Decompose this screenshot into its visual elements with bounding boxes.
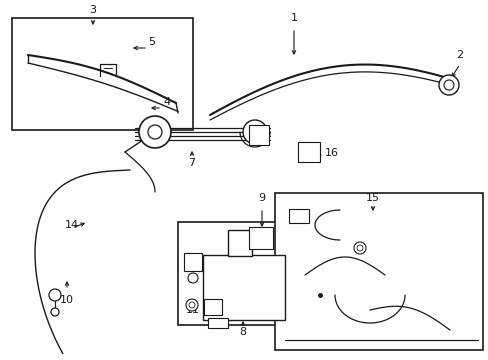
Text: 3: 3 xyxy=(89,5,96,15)
Circle shape xyxy=(49,289,61,301)
Circle shape xyxy=(51,308,59,316)
Text: 5: 5 xyxy=(148,37,155,47)
Text: 2: 2 xyxy=(455,50,463,60)
FancyBboxPatch shape xyxy=(248,227,272,249)
Text: 6: 6 xyxy=(263,128,269,138)
Text: 15: 15 xyxy=(365,193,379,203)
Bar xyxy=(227,230,251,256)
Text: 1: 1 xyxy=(290,13,297,23)
Circle shape xyxy=(139,116,171,148)
Text: 10: 10 xyxy=(60,295,74,305)
Text: 7: 7 xyxy=(188,158,195,168)
Bar xyxy=(274,193,482,350)
Circle shape xyxy=(243,120,266,144)
Circle shape xyxy=(443,80,453,90)
Text: 12: 12 xyxy=(183,253,198,263)
Text: 8: 8 xyxy=(239,327,246,337)
FancyBboxPatch shape xyxy=(288,209,308,223)
Circle shape xyxy=(189,302,195,308)
Circle shape xyxy=(356,245,362,251)
Circle shape xyxy=(185,299,198,311)
FancyBboxPatch shape xyxy=(203,299,222,315)
FancyBboxPatch shape xyxy=(297,142,319,162)
FancyBboxPatch shape xyxy=(248,125,268,145)
Text: 16: 16 xyxy=(325,148,338,158)
Circle shape xyxy=(438,75,458,95)
Bar xyxy=(12,18,193,130)
Circle shape xyxy=(148,125,162,139)
FancyBboxPatch shape xyxy=(183,253,202,271)
Bar xyxy=(207,318,227,328)
Bar xyxy=(178,222,312,325)
Text: 4: 4 xyxy=(163,97,170,107)
Text: 11: 11 xyxy=(185,305,200,315)
Text: 13: 13 xyxy=(209,307,224,317)
Circle shape xyxy=(353,242,365,254)
Circle shape xyxy=(187,273,198,283)
Text: 14: 14 xyxy=(65,220,79,230)
Bar xyxy=(203,255,285,320)
Text: 9: 9 xyxy=(258,193,265,203)
